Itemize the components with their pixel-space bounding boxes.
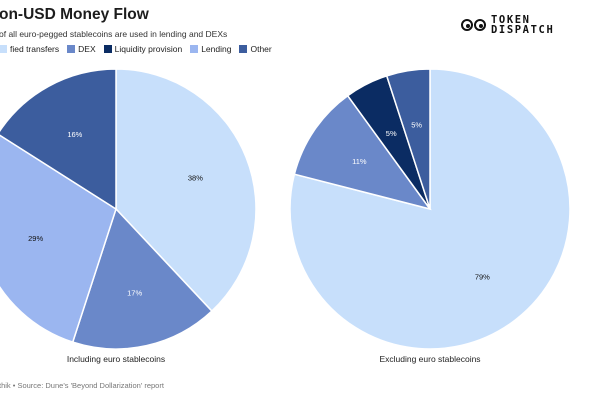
pie-1-label-dex: 11%: [352, 157, 367, 166]
pie-0-slice-lending: [0, 134, 117, 344]
legend-label-transfers: fied transfers: [10, 44, 60, 54]
caption-including: Including euro stablecoins: [67, 354, 165, 364]
logo-eyes-icon: [461, 19, 487, 31]
legend-label-other: Other: [250, 44, 272, 54]
legend-swatch-liquidity: [103, 45, 112, 53]
pie-0-label-dex: 17%: [127, 288, 142, 297]
legend-swatch-transfers: [0, 45, 7, 53]
pie-0-slice-other: [0, 68, 117, 211]
legend-item-dex: DEX: [67, 44, 96, 54]
legend-swatch-lending: [190, 45, 199, 53]
pie-1-slice-other: [385, 68, 431, 210]
legend-label-lending: Lending: [201, 44, 232, 54]
legend-item-lending: Lending: [190, 44, 231, 54]
pie-1-label-transfers: 79%: [475, 272, 490, 281]
pie-0-label-other: 16%: [67, 130, 82, 139]
right-eye-icon: [474, 19, 486, 31]
logo-line-2: DISPATCH: [491, 24, 555, 36]
legend-swatch-other: [239, 45, 248, 53]
chart-title: on-USD Money Flow: [0, 6, 149, 23]
legend-label-liquidity: Liquidity provision: [114, 44, 183, 54]
legend-label-dex: DEX: [78, 44, 96, 54]
token-dispatch-logo: TOKEN DISPATCH: [461, 15, 554, 35]
legend-item-transfers: fied transfers: [0, 44, 59, 54]
pie-1-slice-dex: [293, 94, 432, 211]
pie-0-slice-dex: [71, 207, 213, 350]
caption-excluding: Excluding euro stablecoins: [379, 354, 480, 364]
legend-item-other: Other: [239, 44, 272, 54]
pie-chart-excluding: 79% 11% 5% 5%: [289, 68, 571, 350]
pie-0-label-transfers: 38%: [188, 174, 203, 183]
legend-item-liquidity: Liquidity provision: [103, 44, 183, 54]
pie-1-label-other: 5%: [411, 121, 422, 130]
pie-0-label-lending: 29%: [28, 234, 43, 243]
logo-line-1: TOKEN: [491, 14, 531, 26]
legend: fied transfers DEX Liquidity provision L…: [0, 44, 280, 54]
left-eye-icon: [461, 19, 473, 31]
source-note: thik • Source: Dune's 'Beyond Dollarizat…: [0, 381, 164, 390]
chart-subtitle: of all euro-pegged stablecoins are used …: [0, 29, 228, 39]
pie-chart-including: 38% 17% 29% 16%: [0, 68, 257, 350]
pie-1-label-liquidity: 5%: [386, 129, 397, 138]
pie-0-slice-transfers: [115, 68, 257, 313]
legend-swatch-dex: [67, 45, 76, 53]
logo-text: TOKEN DISPATCH: [491, 14, 555, 36]
